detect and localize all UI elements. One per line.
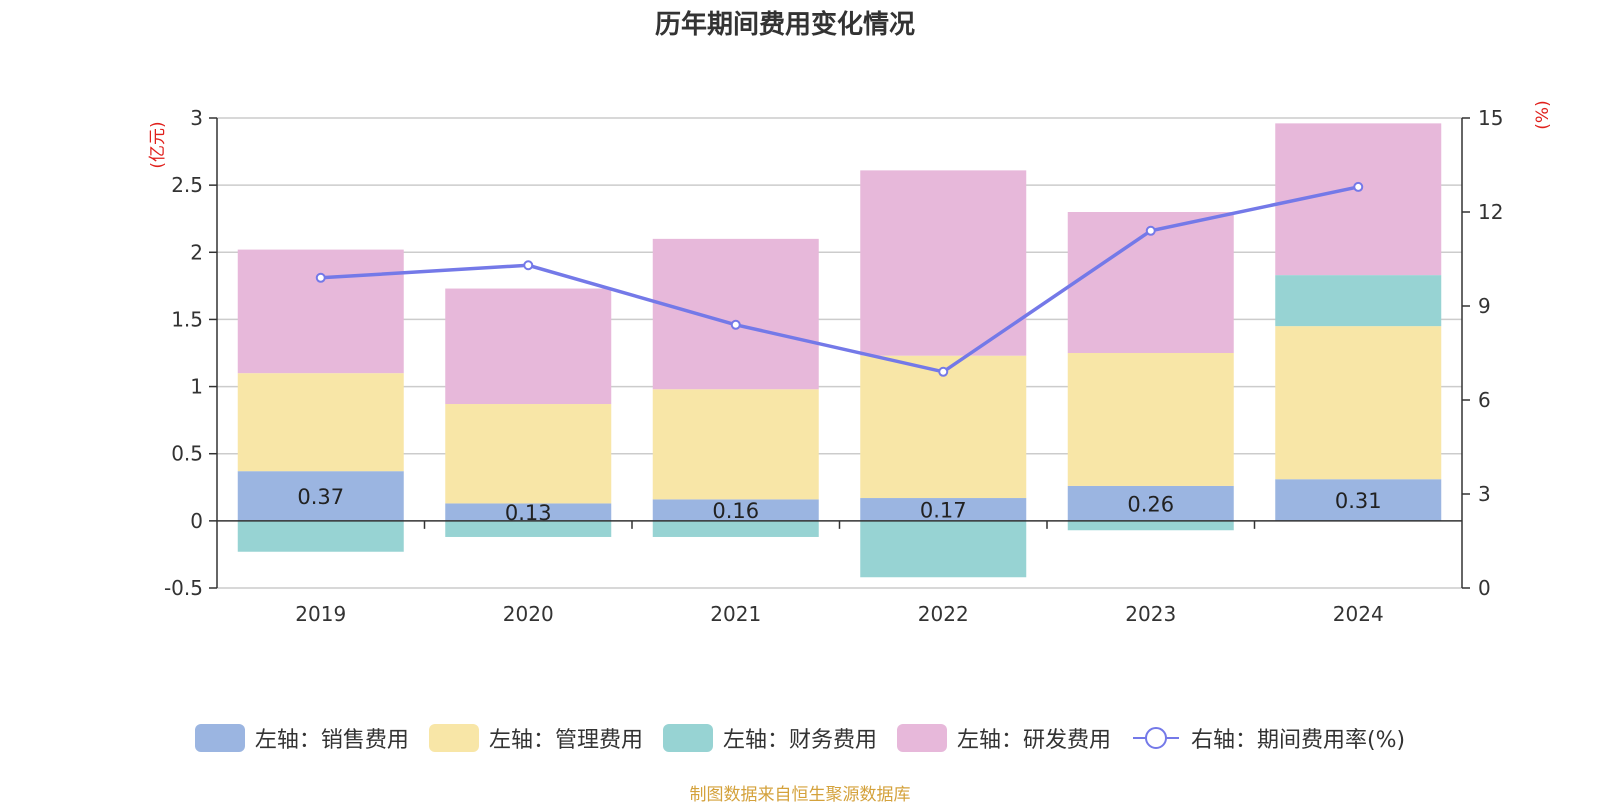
bar-value-label: 0.26 — [1127, 492, 1174, 516]
left-tick-label: 3 — [190, 106, 203, 130]
bar-segment — [237, 471, 404, 521]
bar-segment — [860, 498, 1027, 521]
right-tick-label: 0 — [1478, 576, 1491, 600]
right-tick-label: 9 — [1478, 294, 1491, 318]
bar-segment — [1067, 520, 1234, 531]
bar-segment — [1067, 485, 1234, 521]
source-note: 制图数据来自恒生聚源数据库 — [689, 785, 911, 805]
line-point — [315, 272, 326, 283]
bar-segment — [1275, 275, 1442, 327]
line-point — [1353, 181, 1364, 192]
bar-segment — [860, 520, 1027, 578]
left-tick-label: -0.5 — [164, 576, 203, 600]
category-label: 2020 — [503, 602, 554, 626]
legend-label: 左轴：财务费用 — [722, 728, 877, 753]
bar-labels: 0.37 0.13 0.16 0.17 0.26 0.31 — [297, 485, 1381, 525]
legend-item[interactable]: 左轴：销售费用 — [194, 722, 409, 754]
left-axis-unit: (亿元) — [148, 121, 168, 168]
legend-item[interactable]: 左轴：财务费用 — [662, 722, 877, 754]
right-tick-label: 12 — [1478, 200, 1503, 224]
bar-segment — [860, 170, 1027, 356]
bar-segment — [860, 355, 1027, 499]
bar-segment — [1275, 479, 1442, 521]
bar-segment — [652, 238, 819, 390]
legend-label: 左轴：研发费用 — [956, 728, 1111, 753]
legend-swatch — [428, 724, 479, 752]
legend-swatch — [662, 724, 713, 752]
category-label: 2023 — [1125, 602, 1176, 626]
right-tick-label: 6 — [1478, 388, 1491, 412]
legend: 左轴：销售费用 左轴：管理费用 左轴：财务费用 左轴：研发费用 右轴：期间费用率(%) — [0, 718, 1600, 758]
legend-line-icon — [1132, 727, 1179, 749]
bar-value-label: 0.37 — [297, 485, 344, 509]
bar-segment — [445, 503, 612, 521]
line-series — [315, 181, 1364, 377]
bar-segment — [652, 520, 819, 537]
legend-label: 左轴：销售费用 — [254, 728, 409, 753]
bar-segment — [237, 249, 404, 374]
axes: 3 2.5 2 1.5 1 0.5 0 -0.5 15 12 9 6 3 0 (亿元) (%) 2019 2020… — [148, 100, 1553, 626]
left-tick-label: 0.5 — [171, 442, 203, 466]
bar-segment — [445, 404, 612, 504]
bar-segment — [652, 389, 819, 500]
right-axis-unit: (%) — [1533, 100, 1553, 129]
category-label: 2024 — [1333, 602, 1384, 626]
line-point — [1145, 225, 1156, 236]
legend-label: 左轴：管理费用 — [488, 728, 643, 753]
bar-value-label: 0.13 — [505, 501, 552, 525]
left-tick-label: 1 — [190, 375, 203, 399]
bar-segment — [445, 288, 612, 405]
bar-value-label: 0.16 — [712, 499, 759, 523]
legend-item[interactable]: 右轴：期间费用率(%) — [1131, 722, 1405, 754]
left-tick-label: 0 — [190, 509, 203, 533]
category-label: 2019 — [295, 602, 346, 626]
left-tick-label: 2 — [190, 240, 203, 264]
left-tick-label: 1.5 — [171, 307, 203, 331]
bar-segment — [237, 520, 404, 552]
legend-item[interactable]: 左轴：管理费用 — [428, 722, 643, 754]
bar-segment — [652, 499, 819, 521]
bar-segment — [1275, 326, 1442, 480]
left-tick-label: 2.5 — [171, 173, 203, 197]
category-label: 2021 — [710, 602, 761, 626]
legend-swatch — [896, 724, 947, 752]
bar-segment — [1067, 353, 1234, 486]
bar-value-label: 0.31 — [1335, 489, 1382, 513]
legend-label: 右轴：期间费用率(%) — [1190, 728, 1406, 753]
legend-swatch — [194, 724, 245, 752]
right-tick-label: 15 — [1478, 106, 1503, 130]
right-tick-label: 3 — [1478, 482, 1491, 506]
bars — [237, 123, 1442, 578]
legend-item[interactable]: 左轴：研发费用 — [896, 722, 1111, 754]
category-label: 2022 — [918, 602, 969, 626]
grid — [217, 117, 1462, 589]
line-point — [730, 319, 741, 330]
bar-segment — [237, 373, 404, 472]
chart-title: 历年期间费用变化情况 — [655, 9, 915, 40]
line-point — [523, 260, 534, 271]
line-point — [938, 366, 949, 377]
bar-value-label: 0.17 — [920, 498, 967, 522]
bar-segment — [445, 520, 612, 537]
line-path — [320, 185, 1359, 374]
